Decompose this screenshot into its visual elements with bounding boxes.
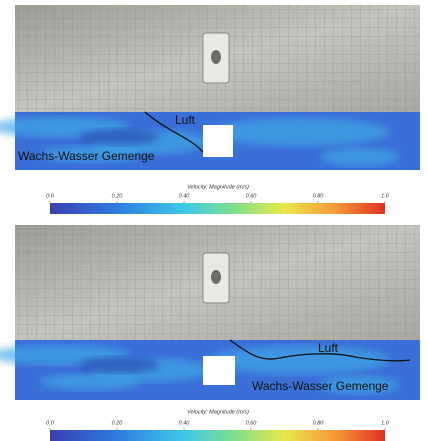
cfd-dark bbox=[80, 129, 160, 145]
obstacle bbox=[203, 125, 233, 157]
colorbar-tick-label: 0.80 bbox=[313, 193, 325, 199]
colorbar-tick-label: 0.20 bbox=[112, 420, 124, 426]
colorbar-tick-label: 0.80 bbox=[313, 420, 325, 426]
interface-line bbox=[229, 339, 411, 362]
colorbar-tick-label: 1.0 bbox=[381, 193, 390, 199]
cfd-dark bbox=[80, 357, 160, 373]
label-mixture: Wachs-Wasser Gemenge bbox=[18, 149, 155, 163]
colorbar bbox=[50, 430, 385, 441]
colorbar-tick-label: 0.60 bbox=[246, 420, 258, 426]
colorbar-tick-label: 0.20 bbox=[112, 193, 124, 199]
cfd-blob bbox=[210, 346, 390, 374]
probe bbox=[211, 270, 221, 284]
label-air: Luft bbox=[318, 341, 339, 355]
colorbar bbox=[50, 203, 385, 214]
colorbar-title: Velocity: Magnitude (m/s) bbox=[187, 409, 249, 415]
colorbar-tick-label: 0.40 bbox=[179, 193, 191, 199]
colorbar-tick-label: 1.0 bbox=[381, 420, 390, 426]
cfd-blob bbox=[40, 146, 140, 162]
colorbar-title: Velocity: Magnitude (m/s) bbox=[187, 184, 249, 190]
cfd-blob bbox=[210, 118, 390, 146]
colorbar-tick-label: 0.40 bbox=[179, 420, 191, 426]
cfd-blob bbox=[320, 376, 400, 394]
label-air: Luft bbox=[175, 113, 196, 127]
colorbar-tick-label: 0.60 bbox=[246, 193, 258, 199]
obstacle bbox=[203, 356, 235, 385]
label-mixture: Wachs-Wasser Gemenge bbox=[252, 379, 389, 393]
interface-line bbox=[144, 111, 204, 153]
cfd-blob bbox=[320, 148, 400, 166]
colorbar-tick-label: 0.0 bbox=[46, 420, 55, 426]
probe bbox=[211, 50, 221, 64]
cfd-blob bbox=[40, 374, 140, 390]
colorbar-tick-label: 0.0 bbox=[46, 193, 55, 199]
